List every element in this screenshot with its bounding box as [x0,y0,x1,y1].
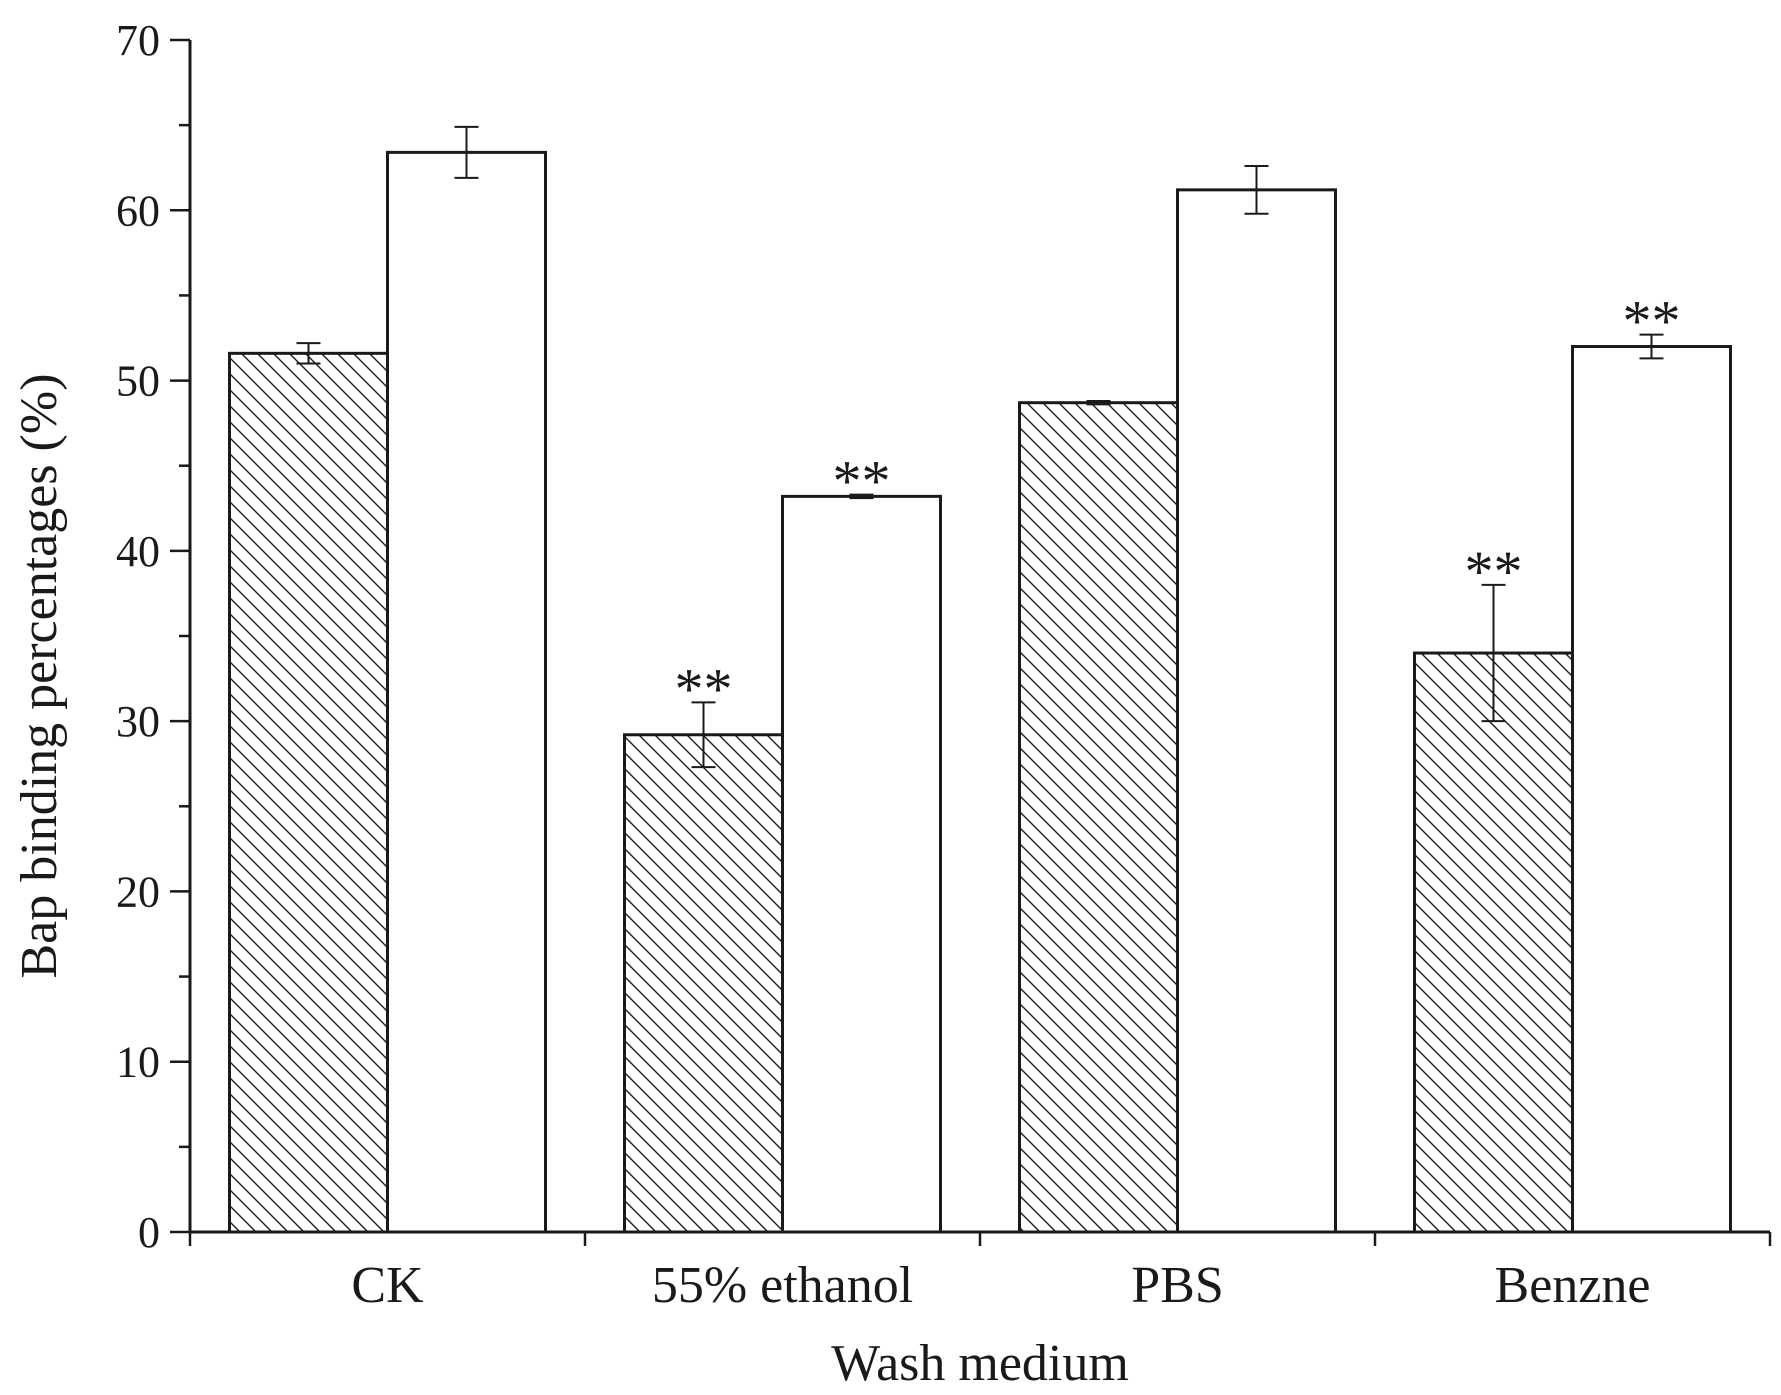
bar-open [1176,188,1337,1234]
y-tick-label: 0 [138,1208,160,1257]
y-tick-label: 40 [116,527,160,576]
bar-hatched [1413,651,1574,1234]
significance-label: ** [1465,539,1523,604]
x-tick-label: 55% ethanol [652,1257,913,1314]
y-tick-label: 30 [116,697,160,746]
x-axis-title: Wash medium [831,1335,1129,1392]
bar-hatched [623,733,784,1234]
bar-open [1571,345,1732,1234]
significance-label: ** [675,656,733,721]
y-tick-label: 60 [116,186,160,235]
y-tick-label: 70 [116,16,160,65]
x-tick-label: CK [351,1257,424,1314]
bar-open [386,150,547,1234]
y-tick-label: 50 [116,357,160,406]
bars [228,125,1732,1234]
y-tick-label: 10 [116,1038,160,1087]
labels: CK 55% ethanol PBS Benzne ** ** ** ** Wash mediu… [11,289,1681,1392]
significance-label: ** [1623,289,1681,354]
bar-open [781,494,942,1234]
y-tick-label: 20 [116,867,160,916]
bar-hatched [1018,401,1179,1234]
significance-label: ** [833,449,891,514]
bar-hatched [228,351,389,1234]
x-tick-label: Benzne [1495,1257,1651,1314]
x-tick-label: PBS [1131,1257,1224,1314]
y-axis-title: Bap binding percentages (%) [11,373,68,978]
